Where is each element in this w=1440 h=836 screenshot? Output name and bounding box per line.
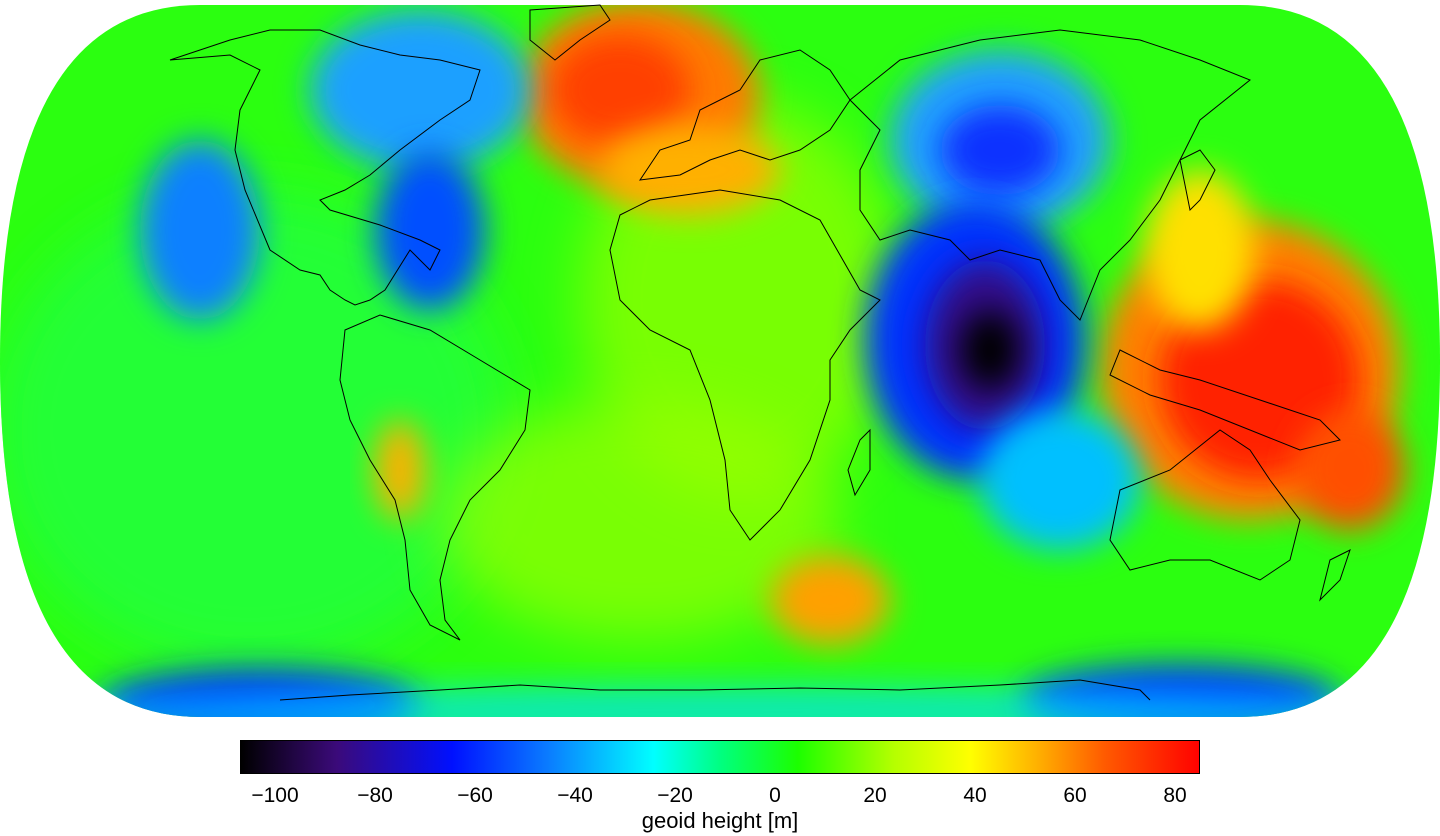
colorbar-tick-label: 40 [963, 784, 987, 807]
coastline-japan [1179, 149, 1216, 212]
coastline-greenland [529, 4, 611, 61]
world-map-svg [0, 4, 1440, 717]
coastline-indonesia [1109, 349, 1341, 451]
colorbar-label: geoid height [m] [641, 808, 799, 833]
colorbar-tick-label: −40 [557, 784, 593, 807]
coastline-asia [849, 29, 1251, 321]
coastline-africa [609, 189, 881, 541]
colorbar-ticks: −100 −80 −60 −40 −20 0 20 40 60 80 [240, 774, 1200, 807]
coastline-europe [638, 49, 851, 181]
coastline-north-america [169, 29, 481, 306]
coastline-antarctica [279, 679, 1151, 701]
colorbar-tick-label: −80 [357, 784, 393, 807]
colorbar [240, 740, 1200, 774]
colorbar-tick-label: −60 [457, 784, 493, 807]
colorbar-tick-label: −20 [657, 784, 693, 807]
coastlines [169, 4, 1351, 701]
colorbar-tick-label: 80 [1163, 784, 1187, 807]
colorbar-gradient [241, 741, 1199, 773]
coastline-south-america [339, 314, 531, 641]
colorbar-tick-label: 60 [1063, 784, 1087, 807]
colorbar-tick-label: 0 [769, 784, 781, 807]
coastline-australia [1109, 429, 1301, 581]
coastline-madagascar [847, 428, 871, 497]
geoid-map [0, 4, 1440, 717]
geoid-field [0, 5, 1440, 717]
colorbar-tick-label: −100 [251, 784, 299, 807]
coastline-new-zealand [1319, 549, 1351, 602]
colorbar-tick-label: 20 [863, 784, 887, 807]
